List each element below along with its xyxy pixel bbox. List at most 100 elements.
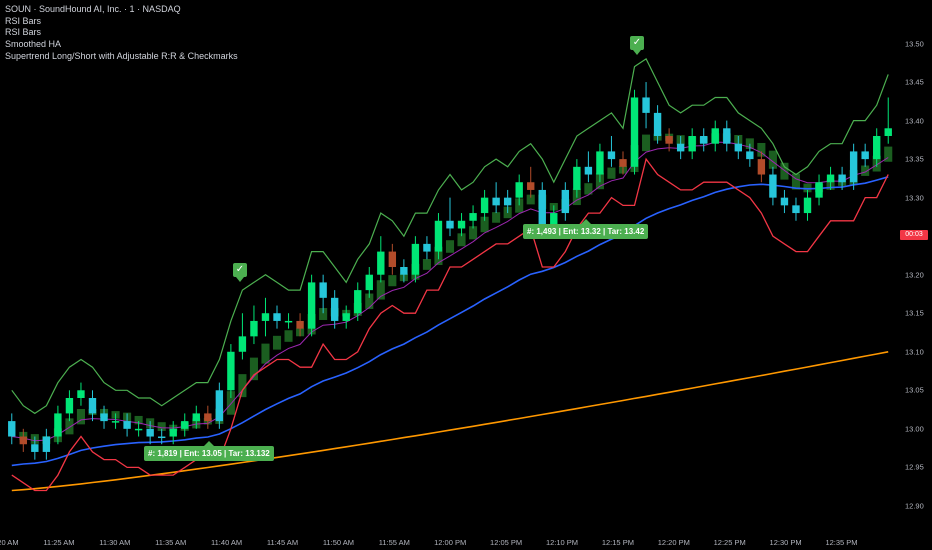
- smoothed-ha-block: [457, 233, 466, 247]
- smoothed-ha-block: [388, 275, 397, 287]
- candle-body: [330, 297, 339, 321]
- countdown-badge: 00:03: [900, 230, 928, 240]
- x-tick-label: 12:15 PM: [601, 538, 634, 547]
- ema-orange-line: [11, 351, 889, 492]
- candles-layer: [8, 82, 892, 460]
- smoothed-ha-block: [584, 183, 593, 195]
- candle-body: [157, 436, 166, 439]
- y-tick-label: 13.40: [905, 116, 924, 126]
- x-tick-label: 11:25 AM: [43, 538, 75, 547]
- candle-body: [596, 151, 604, 175]
- supertrend-layer: [11, 58, 889, 492]
- candle-body: [169, 428, 177, 437]
- smoothed-ha-block: [768, 150, 777, 169]
- smoothed-ha-block: [134, 415, 143, 425]
- candle-body: [42, 436, 51, 452]
- candle-body: [8, 421, 16, 437]
- y-tick-label: 13.20: [905, 270, 924, 280]
- candle-body: [723, 128, 731, 144]
- trade-label-long-entry: #: 1,493 | Ent: 13.32 | Tar: 13.42: [523, 219, 649, 239]
- candle-body: [642, 97, 650, 113]
- candle-body: [146, 428, 154, 437]
- legend-indicator-rsi-bars-2[interactable]: RSI Bars: [5, 27, 42, 38]
- candle-body: [550, 213, 558, 229]
- x-tick-label: 11:20 AM: [0, 538, 19, 547]
- candle-body: [134, 428, 143, 431]
- candle-body: [538, 189, 546, 229]
- ema-purple-line: [11, 141, 889, 442]
- candle-body: [238, 336, 247, 352]
- smoothed-ha-block: [469, 226, 478, 240]
- smoothed-ha-block: [226, 391, 235, 415]
- candle-body: [423, 243, 431, 252]
- y-tick-label: 13.50: [905, 39, 924, 49]
- candle-body: [653, 112, 662, 136]
- candle-body: [492, 197, 500, 206]
- candle-body: [365, 274, 373, 291]
- candle-body: [19, 436, 27, 445]
- x-tick-label: 11:35 AM: [155, 538, 187, 547]
- candle-body: [111, 421, 120, 423]
- candle-body: [342, 313, 350, 321]
- candle-body: [838, 174, 846, 183]
- candle-body: [803, 197, 812, 214]
- candle-body: [296, 320, 304, 329]
- candle-body: [746, 151, 754, 160]
- x-tick-label: 12:20 PM: [657, 538, 690, 547]
- smoothed-ha-block: [884, 146, 893, 162]
- candle-body: [227, 351, 235, 391]
- candle-body: [527, 182, 535, 190]
- candle-body: [319, 282, 327, 298]
- candle-body: [261, 313, 270, 321]
- candle-body: [480, 197, 489, 214]
- x-tick-label: 12:35 PM: [825, 538, 858, 547]
- candle-body: [469, 213, 477, 221]
- smoothed-ha-block: [642, 134, 651, 152]
- candle-body: [377, 251, 385, 275]
- candle-body: [619, 159, 627, 167]
- smoothed-ha-block: [757, 142, 766, 157]
- candle-body: [284, 320, 293, 323]
- y-tick-label: 13.35: [905, 154, 924, 164]
- smoothed-ha-block: [376, 280, 385, 300]
- y-tick-label: 12.95: [905, 462, 924, 472]
- time-axis[interactable]: 11:20 AM 11:25 AM 11:30 AM 11:35 AM 11:40 AM…: [0, 534, 932, 550]
- candle-body: [573, 166, 581, 190]
- legend-indicator-smoothed-ha[interactable]: Smoothed HA: [5, 39, 62, 50]
- price-chart[interactable]: [0, 0, 900, 534]
- smoothed-ha-block: [861, 165, 870, 176]
- candle-body: [54, 413, 62, 437]
- candle-body: [273, 313, 281, 321]
- candle-body: [204, 413, 212, 422]
- smoothed-ha-block: [480, 216, 489, 233]
- candle-body: [515, 182, 523, 198]
- price-axis[interactable]: 13.5013.4513.4013.3513.3013.2513.2013.15…: [900, 0, 932, 534]
- candle-body: [884, 128, 892, 136]
- smoothed-ha-block: [803, 183, 812, 193]
- smoothed-ha-block: [65, 418, 74, 435]
- smoothed-ha-block: [492, 212, 501, 223]
- candle-body: [861, 151, 869, 160]
- legend-symbol[interactable]: SOUN · SoundHound AI, Inc. · 1 · NASDAQ: [5, 4, 181, 14]
- y-tick-label: 13.00: [905, 424, 924, 434]
- smoothed-ha-block: [284, 330, 293, 342]
- legend-indicator-supertrend[interactable]: Supertrend Long/Short with Adjustable R:…: [5, 50, 238, 61]
- candle-body: [457, 220, 466, 229]
- ema-blue-line: [11, 176, 889, 467]
- x-tick-label: 11:30 AM: [99, 538, 131, 547]
- y-tick-label: 13.05: [905, 385, 924, 395]
- smoothed-ha-block: [780, 162, 789, 180]
- y-tick-label: 13.30: [905, 193, 924, 203]
- x-tick-label: 12:30 PM: [769, 538, 802, 547]
- candle-body: [446, 220, 454, 229]
- smoothed-ha-block: [365, 293, 374, 309]
- candle-body: [826, 174, 835, 183]
- candle-body: [31, 444, 39, 452]
- x-tick-label: 12:25 PM: [713, 538, 746, 547]
- candle-body: [665, 136, 673, 144]
- smoothed-ha-block: [249, 357, 258, 381]
- smoothed-ha-block: [157, 422, 166, 431]
- legend-indicator-rsi-bars-1[interactable]: RSI Bars: [5, 15, 42, 26]
- candle-body: [815, 182, 823, 198]
- y-tick-label: 12.90: [905, 501, 924, 511]
